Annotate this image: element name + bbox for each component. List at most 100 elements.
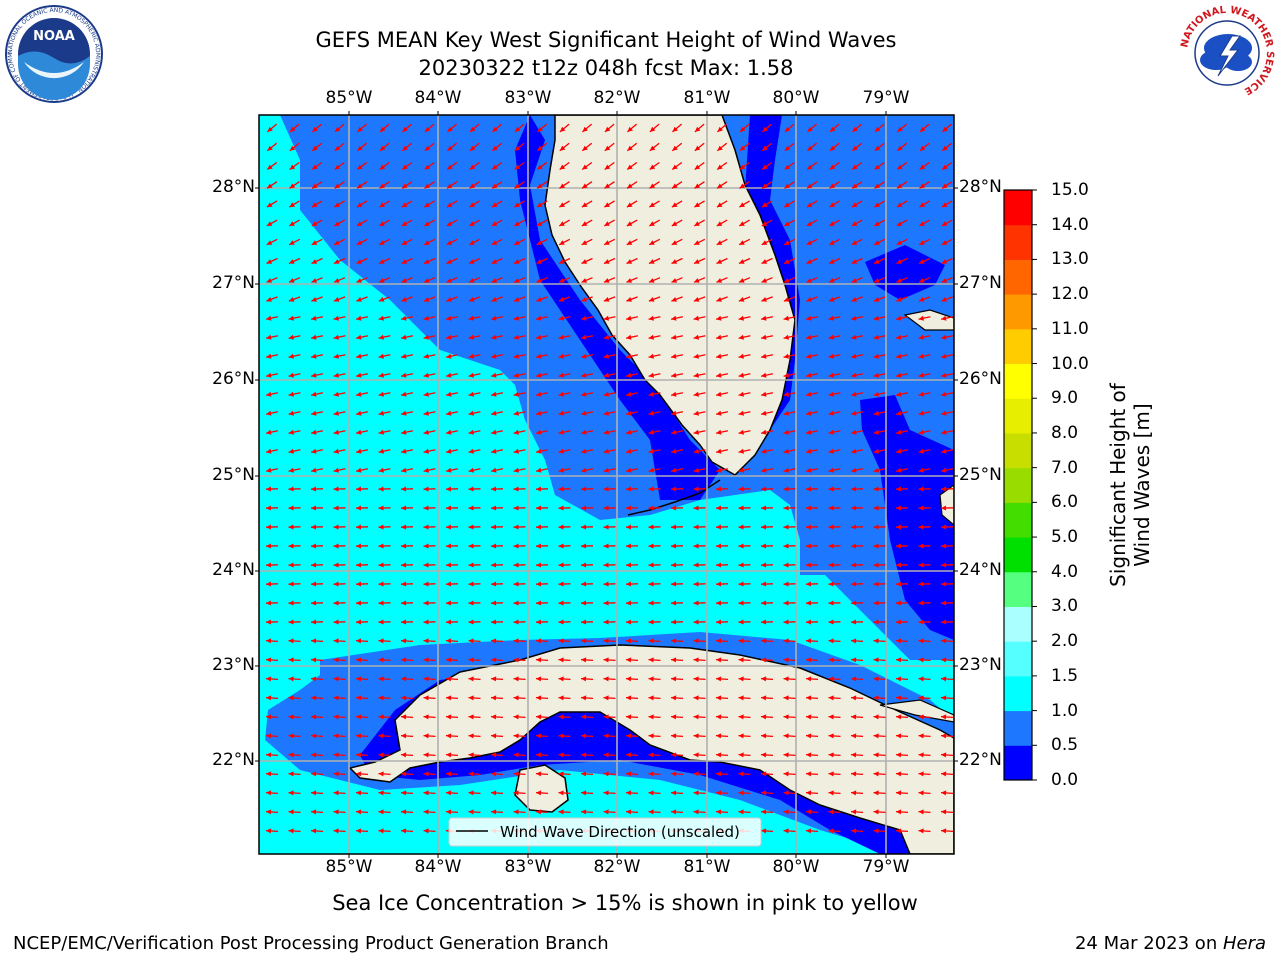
direction-arrow-head [333,676,339,682]
direction-arrow-head [288,657,294,663]
direction-arrow-head [558,297,565,302]
direction-arrow-head [918,486,924,492]
direction-arrow-head [513,676,519,682]
direction-arrow-head [266,562,272,568]
direction-arrow-head [918,505,924,511]
direction-arrow-head [648,505,654,511]
direction-arrow-head [716,619,722,625]
direction-arrow-head [288,353,294,359]
direction-arrow-head [311,202,318,208]
direction-arrow-head [941,259,948,264]
direction-arrow-head [829,126,836,132]
direction-arrow-head [559,164,566,170]
direction-arrow-head [356,486,362,492]
direction-arrow-head [626,240,633,245]
direction-arrow-head [558,391,564,397]
direction-arrow-head [468,391,474,397]
direction-arrow-head [738,581,744,587]
direction-arrow-head [806,315,812,321]
direction-arrow-head [581,353,587,359]
direction-arrow-head [491,657,497,663]
direction-arrow-head [873,581,879,587]
direction-arrow-head [311,448,317,454]
direction-arrow-head [919,183,926,189]
direction-arrow-head [783,334,789,340]
direction-arrow-head [288,429,294,435]
direction-arrow-head [626,297,632,302]
direction-arrow-head [806,467,812,473]
direction-arrow-head [941,391,947,397]
direction-arrow-head [379,126,386,132]
direction-arrow-head [491,372,497,378]
direction-arrow-head [873,714,879,720]
direction-arrow-head [761,638,767,644]
direction-arrow-head [896,809,902,815]
direction-arrow-head [738,771,744,777]
direction-arrow-head [401,676,407,682]
direction-arrow-head [491,619,497,625]
date-stamp: 24 Mar 2023 on Hera [1075,933,1266,954]
lon-label-bottom: 83°W [504,857,552,877]
direction-arrow-head [784,183,791,189]
direction-arrow-head [918,581,924,587]
direction-arrow-head [581,372,587,378]
direction-arrow-head [423,334,429,340]
direction-arrow-head [491,467,497,473]
direction-arrow-head [311,240,318,245]
direction-arrow-head [581,562,587,568]
direction-arrow-head [828,524,834,530]
direction-arrow-head [266,657,272,663]
direction-arrow-head [896,505,902,511]
direction-arrow-head [784,240,790,245]
direction-arrow-head [378,334,384,340]
direction-arrow-head [828,733,834,739]
direction-arrow-head [828,353,834,359]
colorbar-segment [1004,224,1032,260]
direction-arrow-head [558,448,564,454]
direction-arrow-head [941,695,947,701]
direction-arrow-head [333,524,339,530]
direction-arrow-head [918,372,924,378]
direction-arrow-head [491,221,498,226]
direction-arrow-head [672,183,678,189]
direction-arrow-head [333,809,339,815]
direction-arrow-head [694,145,701,151]
direction-arrow-head [491,315,497,321]
direction-arrow-head [873,505,879,511]
direction-arrow-head [918,334,924,340]
direction-arrow-head [513,315,519,321]
direction-arrow-head [896,315,902,321]
direction-arrow-head [626,448,632,454]
direction-arrow-head [356,676,362,682]
direction-arrow-head [783,429,789,435]
direction-arrow-head [558,581,564,587]
lon-label-top: 80°W [772,88,820,108]
direction-arrow-head [671,543,677,549]
direction-arrow-head [829,145,836,151]
direction-arrow-head [491,353,497,359]
direction-arrow-head [333,581,339,587]
direction-arrow-head [513,372,519,378]
direction-arrow-head [627,126,633,132]
direction-arrow-head [716,372,722,378]
direction-arrow-head [311,600,317,606]
direction-arrow-head [401,278,407,283]
direction-arrow-head [896,657,902,663]
direction-arrow-head [468,372,474,378]
direction-arrow-head [288,372,294,378]
direction-arrow-head [536,372,542,378]
direction-arrow-head [288,524,294,530]
direction-arrow-head [738,638,744,644]
direction-arrow-head [783,486,789,492]
direction-arrow-head [424,202,430,208]
direction-arrow-head [941,733,947,739]
direction-arrow-head [423,714,429,720]
direction-arrow-head [603,372,609,378]
direction-arrow-head [378,372,384,378]
direction-arrow-head [807,164,813,170]
direction-arrow-head [693,543,699,549]
direction-arrow-head [536,714,542,720]
direction-arrow-head [648,372,654,378]
direction-arrow-head [559,145,566,151]
direction-arrow-head [266,638,272,644]
